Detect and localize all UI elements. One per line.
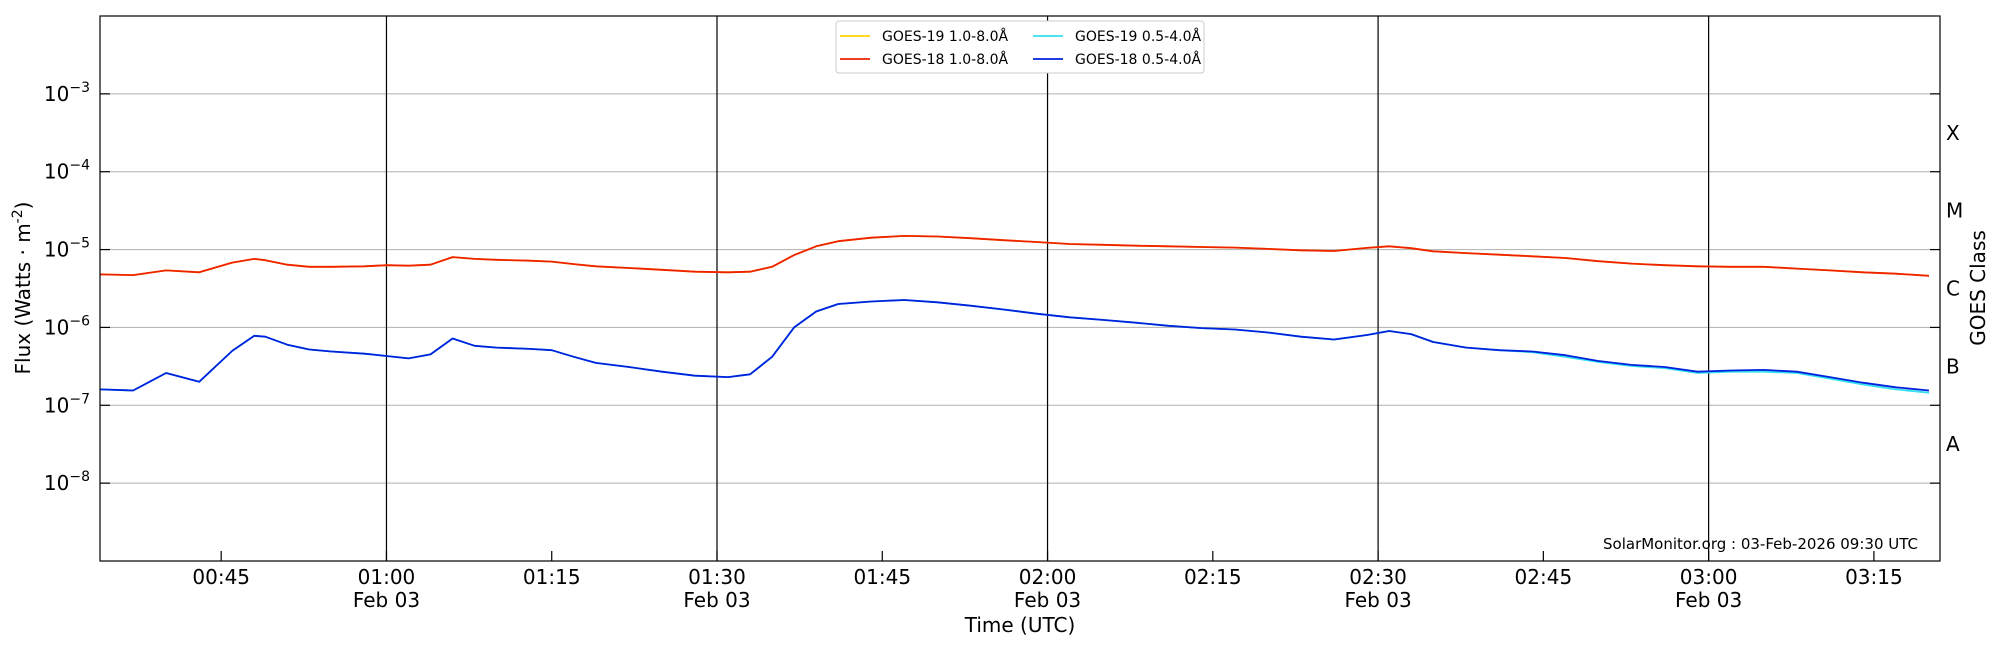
- y-axis-title-main: Flux (Watts · m: [11, 223, 35, 374]
- goes-class-m: M: [1946, 199, 1963, 223]
- series-line-2: [99, 299, 1930, 394]
- x-tick-label: 03:00: [1680, 565, 1738, 589]
- x-tick-label: 01:30: [688, 565, 746, 589]
- goes-class-x: X: [1946, 121, 1960, 145]
- y-axis-title-close: ): [11, 202, 35, 210]
- y-tick-base: 10: [44, 160, 69, 184]
- grid-lines: [100, 93, 1940, 484]
- date-vertical-lines: [385, 16, 1710, 561]
- x-tick-label: 02:15: [1184, 565, 1242, 589]
- y-tick-exponent: −3: [69, 80, 90, 96]
- x-tick-label: 02:30: [1349, 565, 1407, 589]
- flux-series: [99, 234, 1930, 394]
- series-line-1: [99, 234, 1930, 277]
- y-tick-label: 10−6: [44, 313, 90, 339]
- y-tick-base: 10: [44, 393, 69, 417]
- y-tick-exponent: −5: [69, 236, 90, 252]
- goes-class-a: A: [1946, 432, 1960, 456]
- x-tick-label: 01:15: [523, 565, 581, 589]
- x-tick-date-label: Feb 03: [1014, 588, 1081, 612]
- x-axis-title: Time (UTC): [964, 613, 1076, 637]
- x-tick-label: 00:45: [192, 565, 250, 589]
- y-tick-base: 10: [44, 238, 69, 262]
- legend: GOES-19 1.0-8.0Å GOES-19 0.5-4.0Å GOES-18 …: [835, 20, 1205, 74]
- goes-class-labels: A B C M X: [1946, 121, 1963, 456]
- y-tick-exponent: −6: [69, 313, 90, 329]
- legend-label: GOES-18 0.5-4.0Å: [1075, 51, 1201, 68]
- y-tick-base: 10: [44, 315, 69, 339]
- y-tick-base: 10: [44, 471, 69, 495]
- goes-class-c: C: [1946, 277, 1960, 301]
- plot-frame: [99, 15, 1941, 562]
- legend-label: GOES-19 1.0-8.0Å: [882, 28, 1008, 45]
- y-tick-base: 10: [44, 82, 69, 106]
- y-tick-label: 10−4: [44, 158, 90, 184]
- credit-text: SolarMonitor.org : 03-Feb-2026 09:30 UTC: [1603, 535, 1918, 553]
- x-tick-date-label: Feb 03: [1344, 588, 1411, 612]
- y2-axis-title: GOES Class: [1966, 230, 1990, 346]
- goes-class-b: B: [1946, 354, 1960, 378]
- x-tick-date-label: Feb 03: [683, 588, 750, 612]
- y-axis-title: Flux (Watts · m-2): [10, 202, 35, 375]
- y-axis-title-sup: -2: [10, 209, 26, 223]
- series-line-0: [99, 234, 1930, 277]
- x-tick-label: 01:00: [358, 565, 416, 589]
- legend-label: GOES-19 0.5-4.0Å: [1075, 28, 1201, 45]
- legend-box: [835, 20, 1205, 74]
- x-tick-label: 02:45: [1515, 565, 1573, 589]
- series-line-3: [99, 299, 1930, 392]
- x-tick-label: 02:00: [1019, 565, 1077, 589]
- x-tick-date-label: Feb 03: [353, 588, 420, 612]
- y-tick-exponent: −8: [69, 469, 90, 485]
- y-tick-exponent: −7: [69, 391, 90, 407]
- x-tick-date-label: Feb 03: [1675, 588, 1742, 612]
- y-tick-label: 10−3: [44, 80, 90, 106]
- y-tick-label: 10−5: [44, 236, 90, 262]
- y-tick-exponent: −4: [69, 158, 90, 174]
- legend-label: GOES-18 1.0-8.0Å: [882, 51, 1008, 68]
- y-tick-label: 10−7: [44, 391, 90, 417]
- x-tick-label: 01:45: [853, 565, 911, 589]
- x-tick-label: 03:15: [1845, 565, 1903, 589]
- y-tick-label: 10−8: [44, 469, 90, 495]
